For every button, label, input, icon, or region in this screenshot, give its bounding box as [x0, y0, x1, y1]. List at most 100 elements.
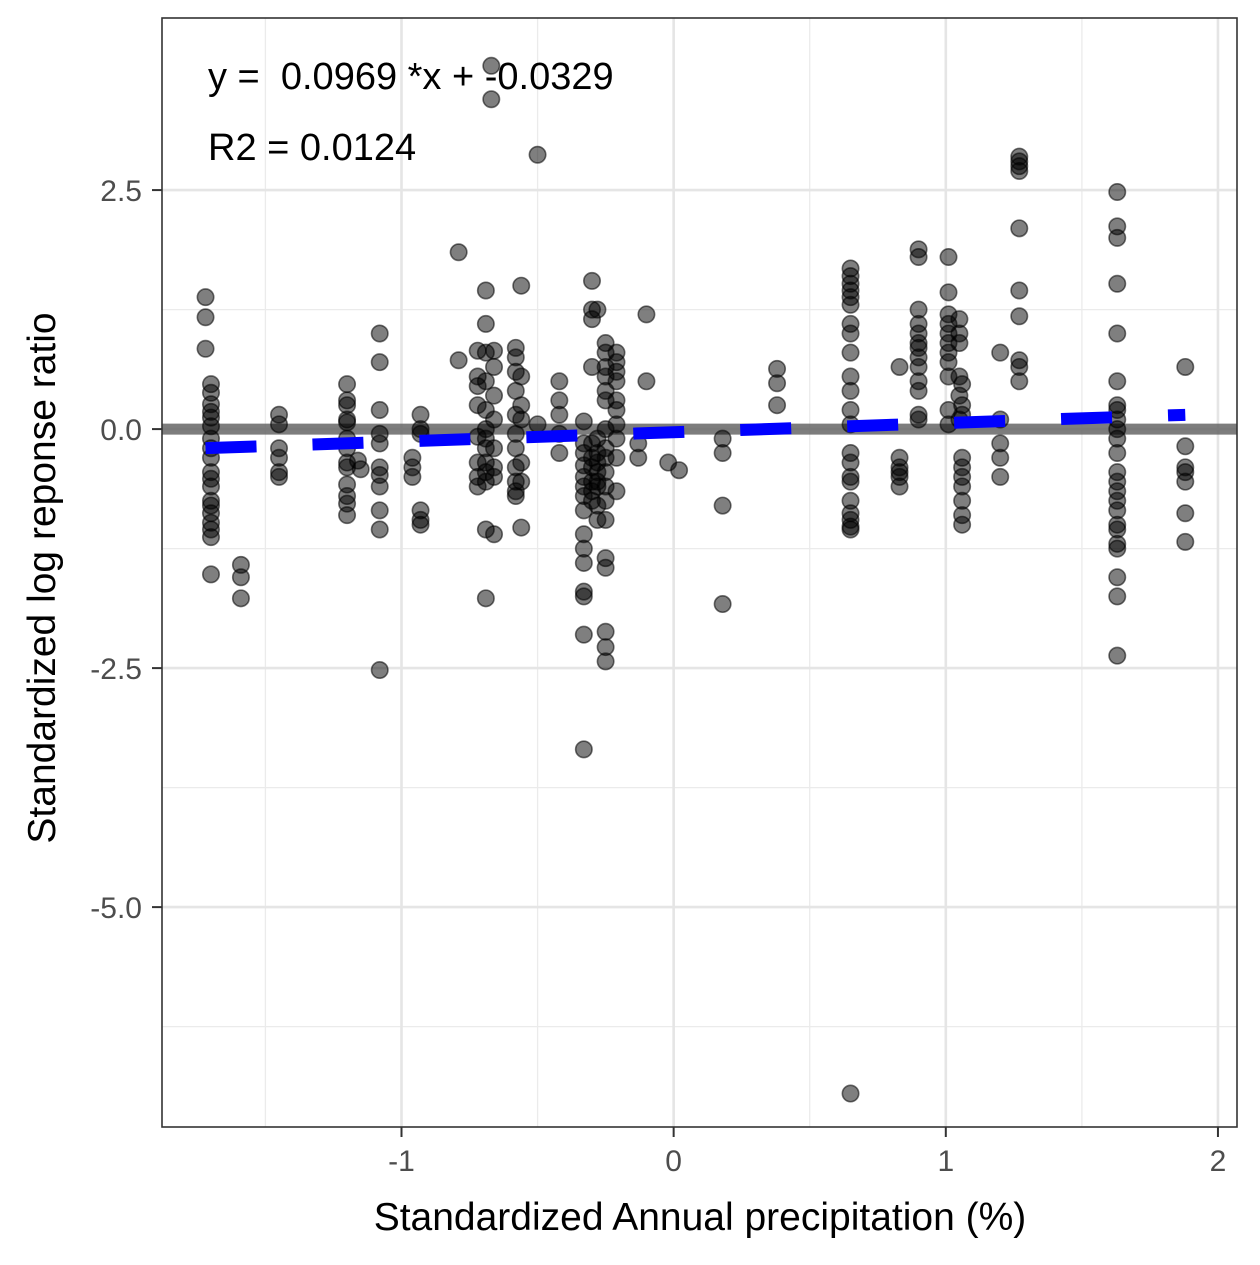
data-point: [338, 413, 357, 432]
data-point: [953, 515, 972, 534]
data-point: [370, 661, 389, 680]
data-point: [196, 308, 215, 327]
x-tick-label: 1: [937, 1145, 954, 1178]
data-point: [411, 515, 430, 534]
y-axis-title: Standardized log reponse ratio: [21, 312, 64, 843]
data-point: [485, 341, 504, 360]
data-point: [950, 334, 969, 353]
data-point: [528, 145, 547, 164]
data-point: [890, 477, 909, 496]
data-point: [1108, 182, 1127, 201]
data-point: [370, 501, 389, 520]
data-point: [201, 528, 220, 547]
data-point: [713, 443, 732, 462]
data-point: [1108, 568, 1127, 587]
y-tick-label: 0.0: [100, 414, 142, 447]
data-point: [574, 412, 593, 431]
y-tick-label: -5.0: [90, 892, 142, 925]
x-tick-label: 2: [1210, 1145, 1227, 1178]
y-tick-label: -2.5: [90, 653, 142, 686]
data-point: [270, 415, 289, 434]
data-point: [596, 652, 615, 671]
data-point: [1176, 532, 1195, 551]
data-point: [574, 553, 593, 572]
data-point: [713, 595, 732, 614]
data-point: [370, 520, 389, 539]
data-point: [485, 439, 504, 458]
data-point: [768, 396, 787, 415]
x-axis-title: Standardized Annual precipitation (%): [374, 1196, 1027, 1239]
data-point: [270, 467, 289, 486]
data-point: [909, 381, 928, 400]
data-point: [841, 381, 860, 400]
data-point: [231, 589, 250, 608]
data-point: [476, 589, 495, 608]
data-point: [351, 460, 370, 479]
data-point: [637, 305, 656, 324]
data-point: [909, 410, 928, 429]
x-tick-label: 0: [665, 1145, 682, 1178]
data-point: [574, 587, 593, 606]
data-point: [1108, 539, 1127, 558]
data-point: [449, 243, 468, 262]
data-point: [476, 281, 495, 300]
data-point: [629, 448, 648, 467]
data-point: [1108, 587, 1127, 606]
data-point: [528, 415, 547, 434]
data-point: [670, 461, 689, 480]
data-point: [1010, 307, 1029, 326]
data-point: [512, 453, 531, 472]
data-point: [991, 448, 1010, 467]
data-point: [512, 472, 531, 491]
data-point: [512, 276, 531, 295]
data-point: [482, 56, 501, 75]
data-point: [841, 1084, 860, 1103]
data-point: [201, 565, 220, 584]
data-point: [596, 558, 615, 577]
data-point: [841, 472, 860, 491]
data-point: [485, 410, 504, 429]
y-tick-label: 2.5: [100, 175, 142, 208]
data-point: [370, 477, 389, 496]
data-point: [588, 300, 607, 319]
data-point: [370, 324, 389, 343]
data-point: [512, 518, 531, 537]
r2-annotation: R2 = 0.0124: [208, 127, 416, 169]
data-point: [231, 568, 250, 587]
data-point: [637, 372, 656, 391]
data-point: [841, 520, 860, 539]
data-point: [841, 343, 860, 362]
data-point: [403, 467, 422, 486]
data-point: [890, 357, 909, 376]
data-point: [596, 510, 615, 529]
data-point: [485, 357, 504, 376]
data-point: [370, 400, 389, 419]
data-point: [713, 496, 732, 515]
data-point: [550, 372, 569, 391]
data-point: [582, 271, 601, 290]
data-point: [574, 625, 593, 644]
data-point: [841, 324, 860, 343]
data-point: [512, 367, 531, 386]
data-point: [1108, 324, 1127, 343]
data-point: [196, 339, 215, 358]
data-point: [909, 248, 928, 267]
data-point: [939, 248, 958, 267]
data-point: [550, 405, 569, 424]
data-point: [196, 288, 215, 307]
data-point: [1108, 274, 1127, 293]
data-point: [485, 525, 504, 544]
data-point: [768, 374, 787, 393]
data-point: [370, 353, 389, 372]
data-point: [991, 467, 1010, 486]
data-point: [338, 375, 357, 394]
data-point: [476, 372, 495, 391]
panel-border: [161, 17, 1238, 1128]
x-tick-label: -1: [388, 1145, 415, 1178]
data-point: [607, 448, 626, 467]
data-point: [841, 295, 860, 314]
data-point: [1108, 372, 1127, 391]
data-point: [1108, 443, 1127, 462]
